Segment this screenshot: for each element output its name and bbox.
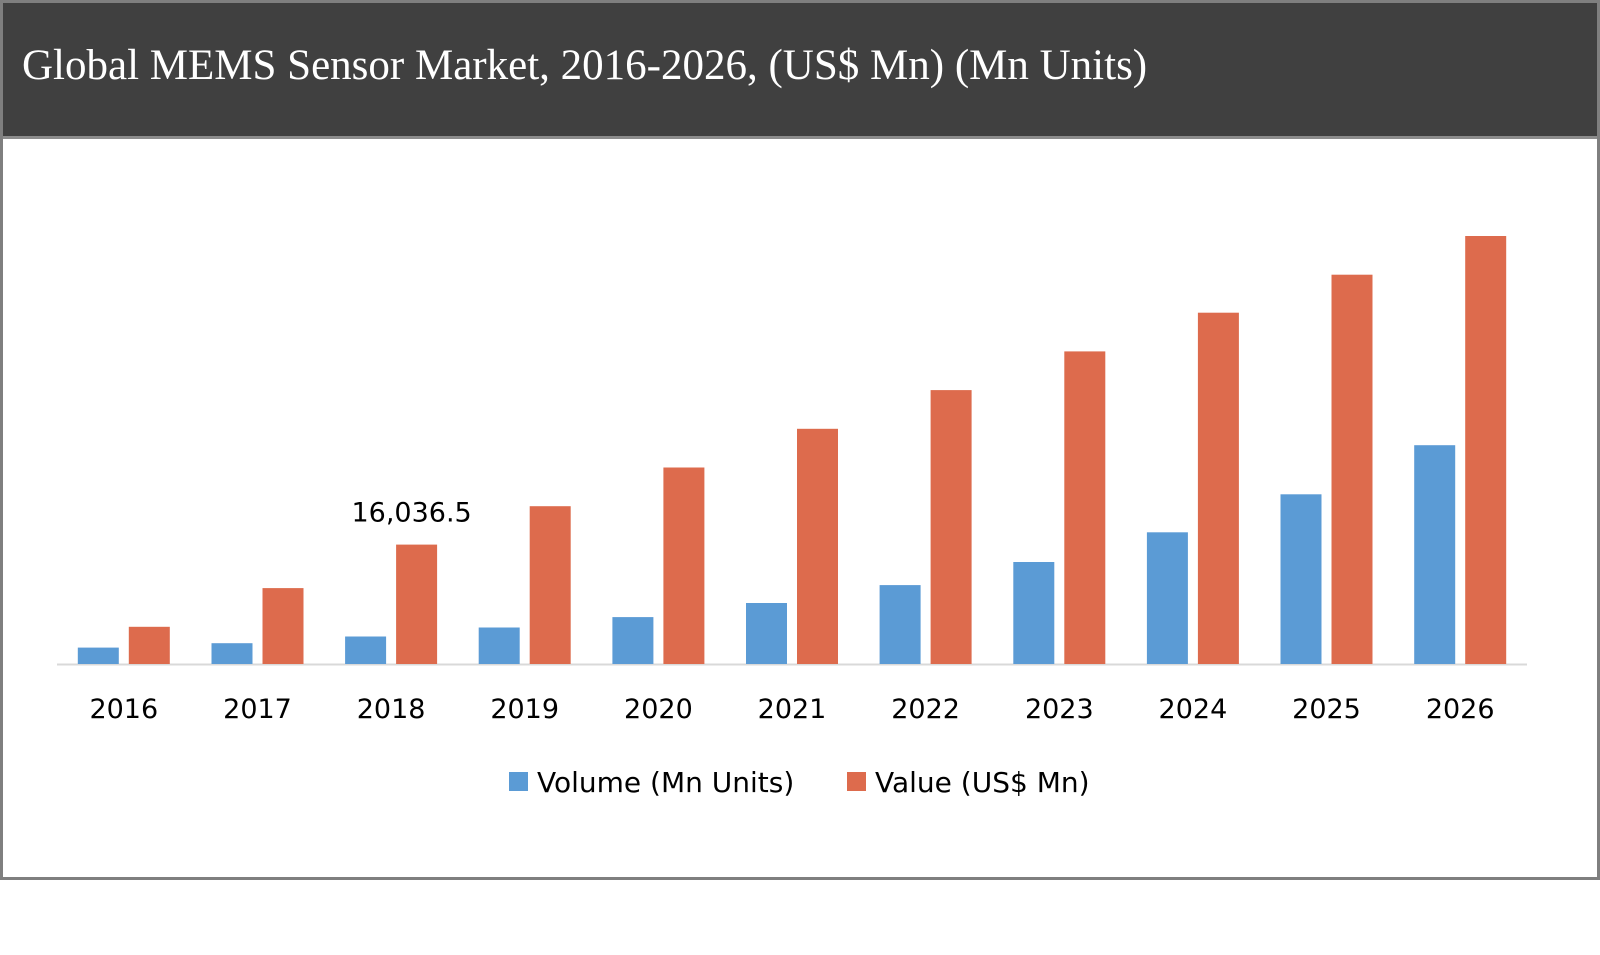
bar-volume-2016 [77, 647, 119, 664]
bar-volume-2026 [1414, 445, 1456, 664]
bar-volume-2022 [879, 585, 921, 664]
bar-volume-2020 [612, 617, 654, 664]
legend-volume-label: Volume (Mn Units) [537, 766, 794, 799]
title-bar: Global MEMS Sensor Market, 2016-2026, (U… [3, 3, 1597, 139]
x-tick-label-2016: 2016 [89, 694, 158, 725]
bar-value-2021 [797, 428, 838, 664]
bar-value-2026 [1465, 236, 1507, 664]
legend-value-swatch [847, 772, 866, 791]
bar-value-2018 [396, 544, 438, 664]
bar-volume-2018 [345, 636, 387, 664]
legend-volume-swatch [509, 772, 528, 791]
x-tick-label-2019: 2019 [490, 694, 559, 725]
x-tick-label-2020: 2020 [624, 694, 693, 725]
bar-value-2019 [529, 506, 571, 664]
bar-volume-2024 [1146, 532, 1188, 664]
bar-value-2025 [1331, 274, 1373, 664]
x-tick-label-2024: 2024 [1159, 694, 1228, 725]
data-label-2018: 16,036.5 [351, 498, 471, 529]
bar-value-2017 [262, 588, 304, 664]
x-tick-label-2026: 2026 [1426, 694, 1495, 725]
x-tick-label-2023: 2023 [1025, 694, 1094, 725]
chart-title: Global MEMS Sensor Market, 2016-2026, (U… [22, 42, 1148, 89]
bar-volume-2021 [746, 603, 787, 664]
bar-value-2016 [128, 626, 170, 664]
x-tick-label-2021: 2021 [758, 694, 827, 725]
x-tick-label-2025: 2025 [1292, 694, 1361, 725]
bar-value-2020 [663, 467, 705, 664]
bar-volume-2017 [211, 643, 253, 664]
bar-volume-2025 [1280, 494, 1322, 664]
x-tick-label-2018: 2018 [357, 694, 426, 725]
bar-volume-2023 [1013, 562, 1055, 664]
legend-value-label: Value (US$ Mn) [875, 766, 1090, 799]
bar-value-2022 [930, 390, 972, 664]
bar-volume-2019 [478, 627, 520, 664]
x-tick-label-2022: 2022 [891, 694, 960, 725]
x-tick-label-2017: 2017 [223, 694, 292, 725]
bar-value-2023 [1064, 351, 1106, 664]
bar-value-2024 [1197, 312, 1239, 664]
